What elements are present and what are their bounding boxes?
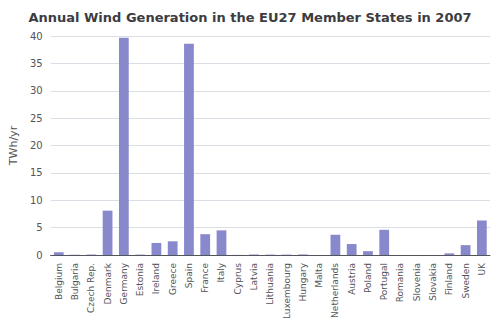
svg-text:Slovenia: Slovenia xyxy=(412,263,422,301)
svg-text:Denmark: Denmark xyxy=(103,262,113,304)
svg-text:UK: UK xyxy=(477,262,487,276)
svg-text:Latvia: Latvia xyxy=(249,263,259,290)
svg-text:Sweden: Sweden xyxy=(461,263,471,299)
svg-text:30: 30 xyxy=(30,85,43,96)
svg-text:Lithuania: Lithuania xyxy=(265,263,275,305)
svg-text:Annual Wind Generation in the: Annual Wind Generation in the EU27 Membe… xyxy=(28,10,471,25)
svg-text:Portugal: Portugal xyxy=(379,263,389,300)
svg-text:5: 5 xyxy=(36,222,42,233)
svg-text:Finland: Finland xyxy=(444,263,454,295)
svg-text:Netherlands: Netherlands xyxy=(330,263,340,318)
svg-text:Cyprus: Cyprus xyxy=(233,263,243,295)
svg-text:Czech Rep.: Czech Rep. xyxy=(86,263,96,313)
svg-text:Romania: Romania xyxy=(395,263,405,302)
svg-text:Malta: Malta xyxy=(314,263,324,288)
svg-text:Slovakia: Slovakia xyxy=(428,263,438,301)
svg-text:10: 10 xyxy=(30,195,43,206)
svg-text:France: France xyxy=(200,263,210,293)
svg-text:Austria: Austria xyxy=(347,263,357,295)
svg-text:Hungary: Hungary xyxy=(298,262,308,301)
svg-text:0: 0 xyxy=(36,250,42,261)
svg-text:Germany: Germany xyxy=(119,262,129,304)
svg-text:TWh/yr: TWh/yr xyxy=(7,125,20,166)
svg-text:20: 20 xyxy=(30,140,43,151)
svg-text:Bulgaria: Bulgaria xyxy=(70,263,80,300)
svg-text:Italy: Italy xyxy=(216,262,226,282)
svg-text:Ireland: Ireland xyxy=(151,263,161,294)
svg-text:Spain: Spain xyxy=(184,263,194,288)
svg-text:Poland: Poland xyxy=(363,263,373,293)
svg-text:15: 15 xyxy=(30,167,43,178)
svg-text:Estonia: Estonia xyxy=(135,263,145,296)
svg-text:25: 25 xyxy=(30,113,43,124)
svg-text:35: 35 xyxy=(30,58,43,69)
svg-text:40: 40 xyxy=(30,31,43,42)
svg-text:Greece: Greece xyxy=(168,263,178,295)
svg-text:Luxembourg: Luxembourg xyxy=(282,263,292,319)
svg-text:Belgium: Belgium xyxy=(54,263,64,300)
